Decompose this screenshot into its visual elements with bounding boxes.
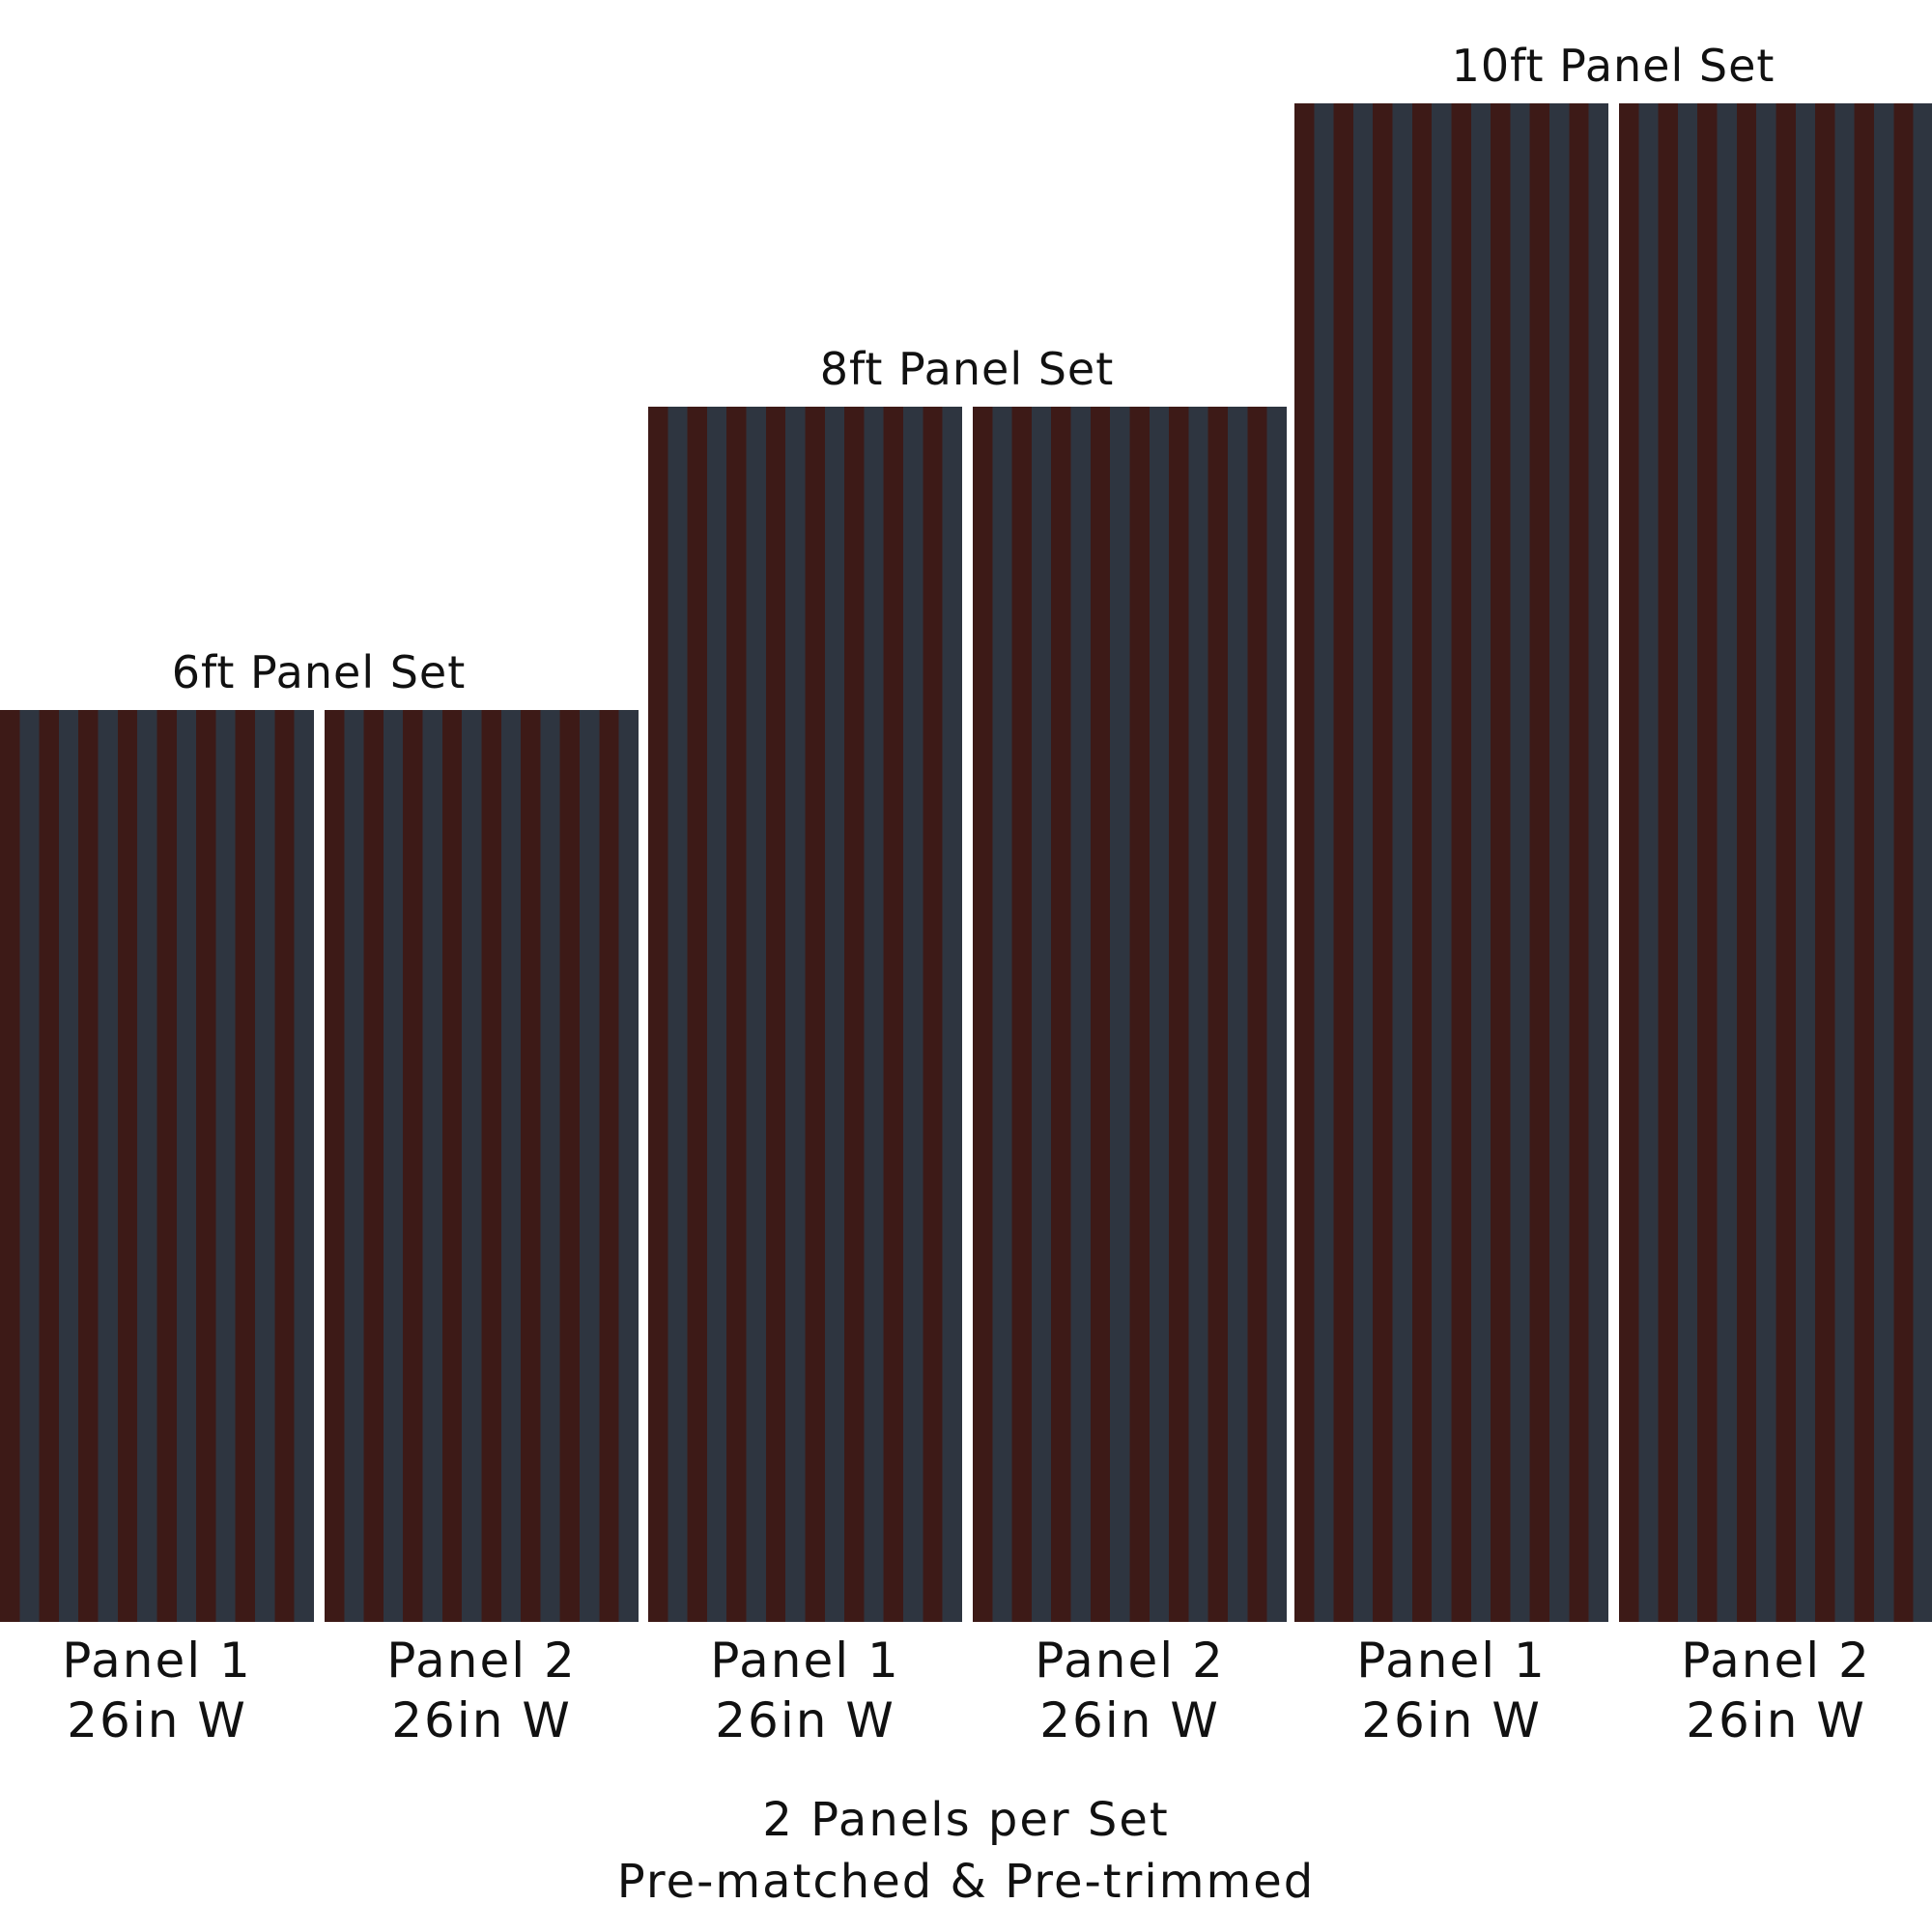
panel-width: 26in W [1686,1692,1866,1748]
panel-width: 26in W [715,1692,895,1748]
striped-panel [648,407,962,1622]
panel-label: Panel 1 26in W [0,1631,314,1750]
panel-width: 26in W [391,1692,572,1748]
panel-label: Panel 1 26in W [648,1631,962,1750]
set-title: 8ft Panel Set [819,343,1115,395]
striped-panel [0,710,314,1622]
panel-label: Panel 1 26in W [1294,1631,1608,1750]
panel-name: Panel 1 [62,1633,252,1689]
panel-label: Panel 2 26in W [1619,1631,1932,1750]
panel-label: Panel 2 26in W [973,1631,1287,1750]
panel-width: 26in W [67,1692,247,1748]
panel-name: Panel 2 [386,1633,577,1689]
panel-label: Panel 2 26in W [325,1631,639,1750]
footer-note: 2 Panels per Set Pre-matched & Pre-trimm… [0,1789,1932,1913]
panel-name: Panel 2 [1035,1633,1225,1689]
striped-panel [325,710,639,1622]
footer-line-1: 2 Panels per Set [762,1793,1170,1847]
striped-panel [973,407,1287,1622]
panel-width: 26in W [1361,1692,1542,1748]
panel-width: 26in W [1039,1692,1220,1748]
striped-panel [1619,103,1932,1622]
panel-name: Panel 1 [1356,1633,1547,1689]
footer-line-2: Pre-matched & Pre-trimmed [616,1855,1316,1909]
set-title: 10ft Panel Set [1451,40,1776,92]
panel-name: Panel 1 [710,1633,900,1689]
panel-name: Panel 2 [1681,1633,1871,1689]
striped-panel [1294,103,1608,1622]
set-title: 6ft Panel Set [171,646,467,698]
